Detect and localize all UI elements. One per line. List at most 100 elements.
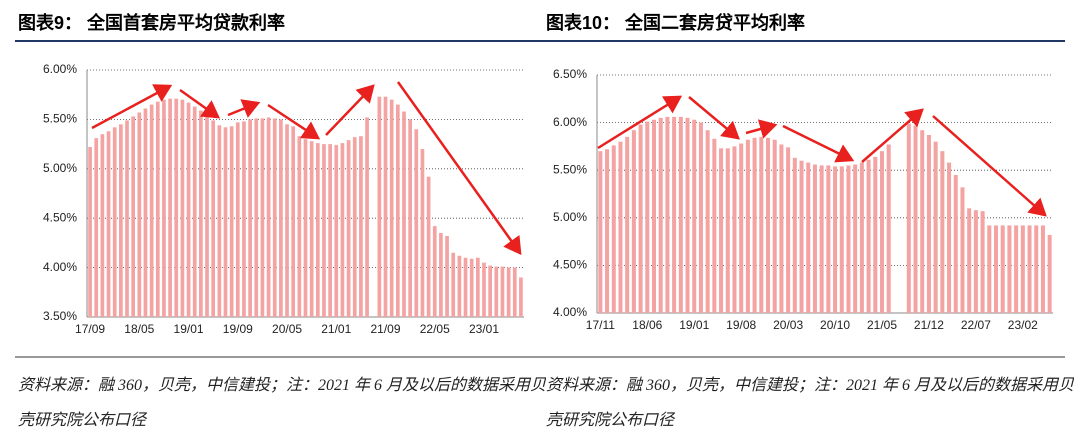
bar [846, 165, 851, 313]
bar [112, 127, 117, 317]
bar [186, 102, 191, 317]
y-tick-label: 5.00% [553, 210, 587, 224]
bar [926, 134, 931, 313]
bar [611, 145, 616, 313]
bar [235, 122, 240, 317]
bar [1020, 225, 1025, 313]
bar [352, 137, 357, 317]
bar [285, 124, 289, 317]
x-tick-label: 19/01 [679, 318, 709, 332]
bar [678, 116, 683, 313]
x-tick-label: 17/11 [586, 318, 615, 332]
x-tick-label: 23/02 [1008, 318, 1038, 332]
y-tick-label: 5.00% [43, 161, 77, 175]
bar [1040, 225, 1045, 313]
bar [812, 164, 817, 313]
trend-arrow [932, 115, 1047, 217]
source-note: 资料来源：融 360，贝壳，中信建投；注：2021 年 6 月及以后的数据采用贝… [18, 377, 546, 429]
bar [131, 116, 136, 317]
y-tick-label: 6.00% [553, 115, 587, 129]
bar [765, 137, 771, 313]
bar [297, 136, 302, 317]
bar [1000, 225, 1005, 313]
bar [494, 266, 499, 317]
bar [732, 146, 737, 313]
bar [180, 99, 185, 317]
bar [625, 136, 630, 313]
bar [933, 141, 938, 313]
bar [1047, 234, 1052, 313]
bar [205, 114, 209, 318]
bar [879, 151, 885, 313]
bar [445, 235, 449, 317]
bar [451, 252, 456, 317]
bar [993, 225, 999, 313]
bar [162, 99, 166, 317]
bar [389, 99, 394, 317]
bar [346, 140, 351, 317]
bar [658, 117, 663, 313]
bar [155, 101, 160, 317]
trend-arrow [227, 99, 261, 118]
bar [248, 119, 252, 318]
bar [279, 119, 283, 318]
bar [506, 267, 511, 317]
trend-arrow [597, 95, 683, 150]
bar [759, 136, 764, 313]
x-tick-label: 19/08 [726, 318, 756, 332]
bar [792, 157, 797, 313]
bar [980, 211, 985, 313]
y-tick-label: 4.00% [43, 260, 77, 274]
bar [328, 144, 332, 317]
bar [340, 143, 345, 317]
bar [199, 110, 203, 318]
bar [143, 108, 148, 317]
bar [291, 126, 296, 317]
bar [432, 226, 437, 317]
bar [826, 165, 831, 313]
bar [947, 162, 952, 313]
bar [638, 124, 643, 313]
bar [873, 156, 878, 313]
bar [254, 118, 259, 317]
bar [402, 111, 406, 317]
bar [106, 131, 111, 317]
bar [125, 120, 129, 317]
bar [229, 126, 234, 317]
bar [359, 136, 363, 317]
x-tick-label: 20/05 [272, 322, 302, 336]
bar [598, 151, 603, 313]
bar [745, 139, 750, 313]
x-tick-label: 19/09 [223, 322, 253, 336]
bar [752, 137, 757, 313]
bar [645, 121, 650, 313]
bar [1007, 225, 1012, 313]
y-tick-label: 4.00% [553, 305, 587, 319]
bar [1027, 225, 1032, 313]
bar [685, 117, 690, 313]
bar [712, 138, 717, 313]
bar [672, 116, 677, 313]
bar [786, 147, 791, 313]
bar [719, 148, 724, 313]
bar [482, 262, 486, 317]
bar [987, 225, 992, 313]
y-tick-label: 4.50% [553, 258, 587, 272]
x-tick-label: 23/01 [469, 322, 499, 336]
bar [866, 159, 871, 313]
bar [174, 98, 179, 317]
bar [309, 141, 314, 317]
chart-title: 图表9： 全国首套房平均贷款利率 [18, 12, 285, 33]
bar [739, 143, 744, 313]
bar [469, 258, 474, 317]
bar [886, 144, 891, 313]
bar [519, 277, 523, 317]
bar [137, 112, 142, 317]
bar [488, 265, 492, 317]
y-tick-label: 6.50% [553, 67, 587, 81]
bar [334, 145, 339, 317]
bar [365, 117, 369, 317]
bar [839, 166, 844, 313]
